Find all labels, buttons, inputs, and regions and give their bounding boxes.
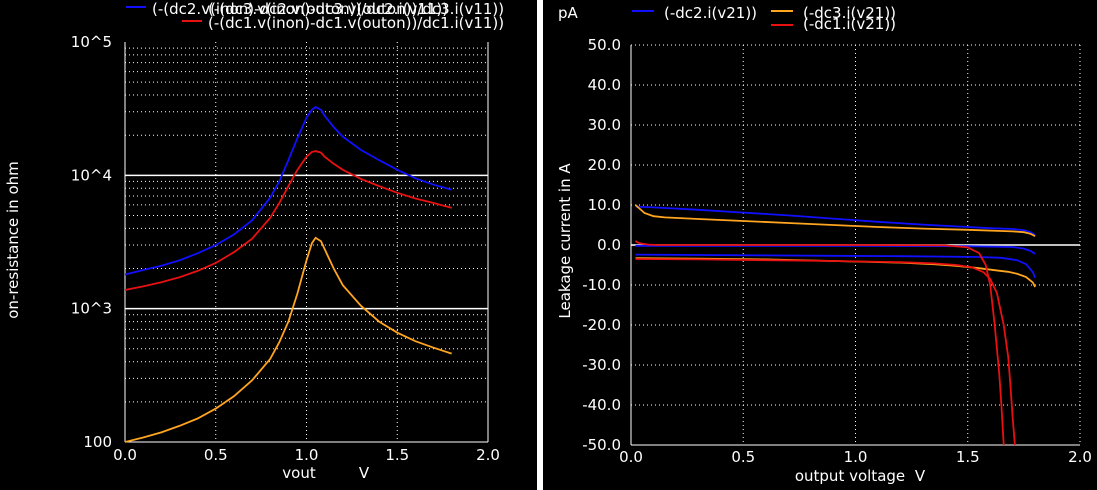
right-y-tick-label: -20.0 <box>582 316 621 334</box>
right-y-unit-label: pA <box>558 4 579 22</box>
right-x-axis-label: output voltage <box>795 467 905 485</box>
left-y-axis-label: on-resistance in ohm <box>4 161 22 319</box>
right-x-tick-label: 1.5 <box>956 448 980 466</box>
left-x-tick-label: 1.5 <box>385 446 409 464</box>
right-x-tick-label: 2.0 <box>1068 448 1092 466</box>
right-legend: (-dc2.i(v21)) (-dc3.i(v21)) (-dc1.i(v21)… <box>632 4 896 33</box>
right-x-tick-label: 1.0 <box>844 448 868 466</box>
right-series-line-orange <box>635 257 1036 288</box>
left-axes <box>124 42 489 443</box>
left-series-line-blue <box>124 106 452 276</box>
right-y-tick-label: 0.0 <box>597 236 621 254</box>
right-y-axis-label: Leakage current in A <box>556 163 574 319</box>
left-x-axis-label: vout <box>282 464 316 482</box>
left-x-tick-label: 0.0 <box>113 446 137 464</box>
right-tick-labels: 0.0 0.5 1.0 1.5 2.0 50.0 40.0 30.0 20.0 10.0 0.0 -1… <box>582 36 1092 466</box>
right-y-tick-label: 20.0 <box>588 156 621 174</box>
left-tick-labels: 0.0 0.5 1.0 1.5 2.0 100 10^3 10^4 10^5 <box>71 33 500 464</box>
left-legend-entry-dc2: (-(dc2.v(inon)-dc2.v(outon))/dc2.i(v11)) <box>152 0 448 18</box>
right-traces <box>634 204 1036 446</box>
left-traces <box>124 106 452 443</box>
left-legend: (-(dc2.v(inon)-dc2.v(outon))/dc2.i(v11))… <box>126 0 504 32</box>
left-y-tick-label: 10^3 <box>71 300 112 318</box>
left-x-axis-unit: V <box>359 464 370 482</box>
right-legend-entry-dc3: (-dc3.i(v21)) <box>803 4 896 22</box>
right-y-tick-label: -40.0 <box>582 396 621 414</box>
left-y-tick-label: 10^5 <box>71 33 112 51</box>
right-y-tick-label: -10.0 <box>582 276 621 294</box>
right-axes <box>630 45 1080 446</box>
panel-divider <box>537 0 543 490</box>
right-x-tick-label: 0.5 <box>731 448 755 466</box>
left-grid <box>125 42 488 442</box>
left-x-tick-label: 0.5 <box>204 446 228 464</box>
left-legend-entry-dc3: (-(dc3.v(inon)-dc3.v(outon))/dc3.i(v11)) <box>208 0 504 18</box>
left-y-tick-label: 100 <box>83 433 112 451</box>
left-y-tick-label: 10^4 <box>71 166 112 184</box>
right-y-tick-label: -30.0 <box>582 356 621 374</box>
right-series-line-red <box>635 258 1016 446</box>
right-series-line-blue <box>635 205 1036 236</box>
left-series-line-orange <box>124 236 452 443</box>
right-legend-entry-dc2: (-dc2.i(v21)) <box>664 4 757 22</box>
left-x-tick-label: 2.0 <box>476 446 500 464</box>
left-x-tick-label: 1.0 <box>295 446 319 464</box>
right-chart: 0.0 0.5 1.0 1.5 2.0 50.0 40.0 30.0 20.0 10.0 0.0 -1… <box>556 4 1092 485</box>
right-x-tick-label: 0.0 <box>619 448 643 466</box>
right-series-line-red <box>634 240 1005 446</box>
right-y-tick-label: 10.0 <box>588 196 621 214</box>
left-series-line-red <box>124 150 452 291</box>
left-chart: 0.0 0.5 1.0 1.5 2.0 100 10^3 10^4 10^5 on-resist… <box>4 0 504 482</box>
left-legend-entry-dc1: (-(dc1.v(inon)-dc1.v(outon))/dc1.i(v11)) <box>208 14 504 32</box>
right-series-line-blue <box>635 253 1036 279</box>
right-y-tick-label: -50.0 <box>582 436 621 454</box>
right-x-axis-unit: V <box>915 467 926 485</box>
right-y-tick-label: 50.0 <box>588 36 621 54</box>
right-series-line-orange <box>634 204 1036 237</box>
right-series-line-blue <box>635 244 1036 255</box>
right-y-tick-label: 40.0 <box>588 76 621 94</box>
right-y-tick-label: 30.0 <box>588 116 621 134</box>
right-legend-entry-dc1: (-dc1.i(v21)) <box>803 15 896 33</box>
